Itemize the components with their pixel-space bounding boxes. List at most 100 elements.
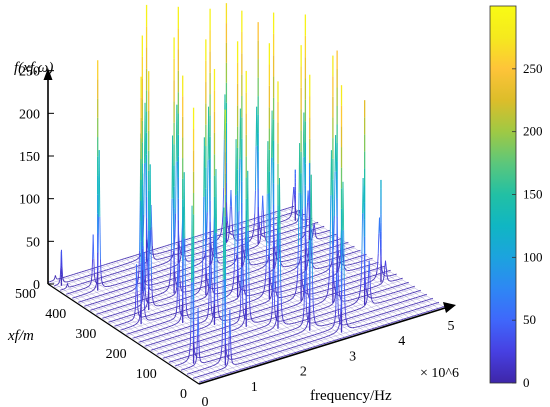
trace-segment (65, 287, 67, 289)
trace-segment (206, 160, 209, 213)
trace-segment (278, 248, 281, 258)
trace-segment (59, 277, 61, 282)
trace-segment (298, 261, 300, 264)
trace-segment (154, 304, 156, 306)
trace-segment (232, 263, 234, 265)
trace-segment (134, 287, 136, 290)
trace-segment (138, 318, 140, 321)
trace-segment (197, 291, 200, 293)
trace-segment (143, 252, 146, 277)
trace-segment (312, 228, 314, 235)
trace-segment (295, 267, 297, 269)
trace-segment (139, 314, 141, 319)
trace-segment (151, 245, 154, 254)
grid-line-y (53, 211, 301, 289)
trace-segment (222, 187, 225, 212)
trace-segment (142, 245, 145, 292)
trace-segment (259, 235, 262, 240)
trace-segment (185, 259, 187, 261)
grid-line-x (102, 267, 254, 368)
grid-line-x (141, 254, 293, 356)
trace-segment (143, 291, 145, 308)
trace-segment (153, 256, 155, 258)
trace-segment (144, 102, 147, 163)
trace-segment (275, 258, 277, 264)
trace-segment (55, 277, 58, 279)
trace-segment (275, 249, 278, 259)
trace-segment (171, 255, 173, 258)
trace-segment (228, 224, 231, 234)
trace-segment (257, 243, 259, 246)
trace-segment (88, 285, 90, 287)
trace-segment (151, 291, 154, 299)
trace-segment (144, 276, 146, 293)
trace-segment (151, 275, 153, 292)
trace-segment (251, 236, 253, 239)
grid-line-x (131, 258, 283, 359)
trace-segment (296, 220, 298, 223)
trace-segment (211, 287, 214, 291)
trace-segment (250, 237, 253, 240)
trace-segment (148, 287, 151, 290)
trace-segment (178, 260, 181, 280)
grid-line-x (87, 271, 239, 372)
trace-segment (218, 261, 220, 263)
trace-segment (242, 261, 245, 265)
trace-segment (253, 213, 256, 225)
trace-segment (199, 286, 202, 290)
trace-segment (57, 283, 59, 285)
trace-segment (196, 292, 198, 294)
trace-segment (290, 213, 292, 216)
trace-segment (303, 112, 305, 157)
trace-segment (258, 241, 261, 244)
trace-segment (134, 291, 137, 309)
trace-segment (288, 217, 290, 219)
trace-segment (280, 263, 283, 266)
trace-segment (144, 306, 146, 314)
grid-line-x (195, 238, 347, 339)
trace-segment (291, 205, 293, 211)
trace-segment (136, 322, 139, 324)
trace-segment (244, 248, 246, 258)
trace-segment (91, 259, 94, 276)
trace-segment (267, 257, 269, 261)
trace-segment (141, 292, 143, 294)
trace-segment (180, 247, 183, 256)
grid-line-y (120, 255, 367, 333)
grid-line-y (156, 279, 403, 357)
trace-segment (200, 284, 202, 288)
trace-segment (202, 196, 205, 249)
grid-line-y (150, 275, 397, 353)
trace-segment (302, 236, 304, 238)
trace-segment (58, 281, 60, 283)
trace-segment (199, 288, 201, 291)
trace-segment (153, 257, 156, 259)
grid-line-x (264, 216, 416, 318)
trace-segment (208, 106, 210, 160)
trace-segment (133, 316, 135, 319)
trace-segment (252, 230, 255, 234)
trace-segment (146, 299, 149, 304)
trace-segment (167, 287, 169, 289)
trace-segment (247, 247, 249, 257)
trace-segment (232, 235, 235, 239)
trace-segment (93, 288, 95, 291)
trace-segment (62, 276, 64, 281)
trace-segment (137, 320, 140, 322)
trace-segment (101, 280, 103, 284)
trace-segment (93, 258, 95, 275)
trace-segment (137, 257, 140, 259)
trace-segment (134, 308, 136, 315)
trace-segment (179, 248, 181, 252)
trace-segment (62, 279, 65, 282)
trace-segment (249, 263, 252, 265)
trace-segment (137, 307, 139, 314)
trace-segment (270, 158, 272, 210)
trace-segment (99, 216, 101, 260)
trace-segment (226, 220, 229, 227)
trace-segment (250, 238, 252, 241)
trace-segment (274, 245, 276, 252)
trace-segment (138, 250, 141, 270)
trace-segment (289, 216, 291, 218)
